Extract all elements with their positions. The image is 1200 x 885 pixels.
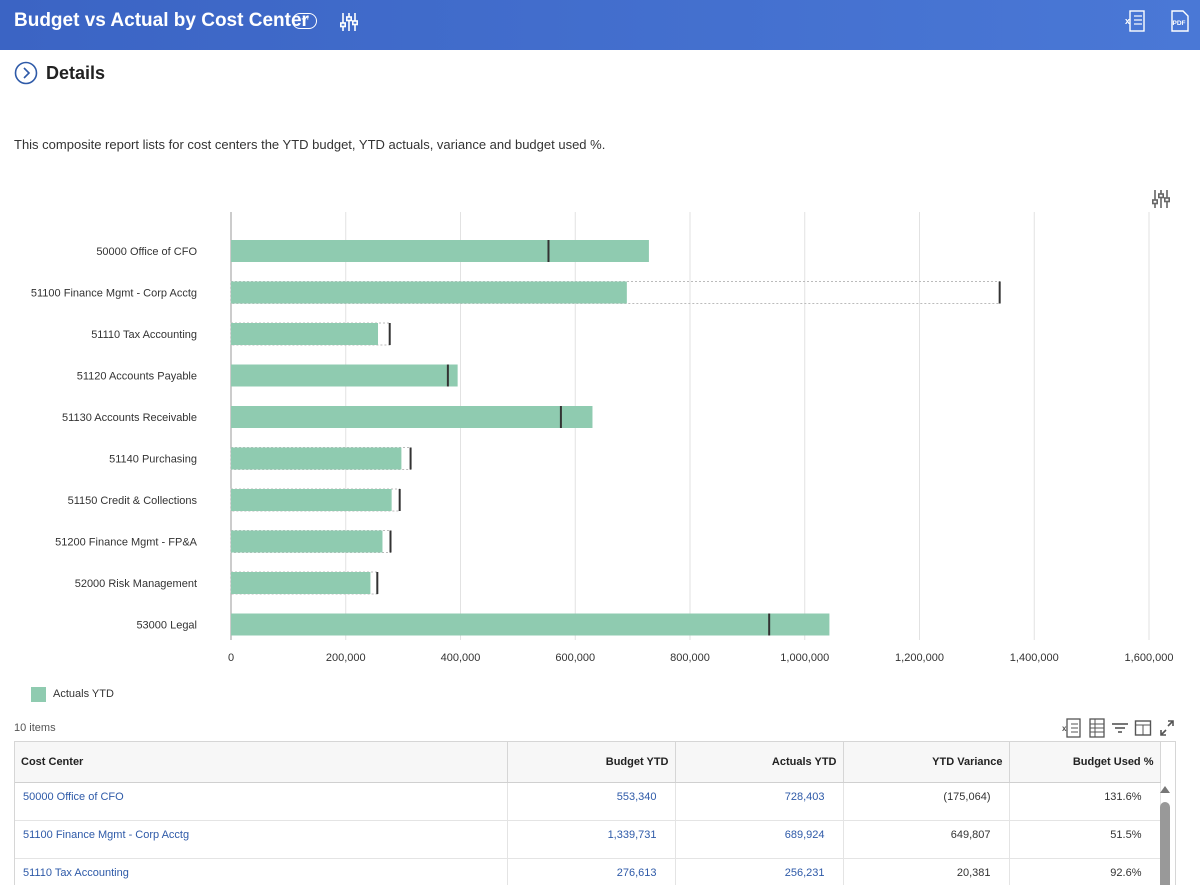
actuals-bar — [231, 447, 402, 470]
category-label: 51200 Finance Mgmt - FP&A — [55, 537, 198, 549]
budget-actual-chart: 0 200,000 400,000 600,000 800,000 1,000,000 1,… — [31, 212, 1174, 664]
column-layout-icon[interactable] — [1134, 718, 1152, 743]
legend-swatch-actuals — [31, 687, 46, 702]
page-title: Budget vs Actual by Cost Center — [14, 10, 309, 31]
category-label: 51150 Credit & Collections — [68, 495, 198, 507]
svg-text:x: x — [1062, 724, 1067, 733]
ytd-variance-cell: 649,807 — [843, 820, 1010, 859]
category-label: 51140 Purchasing — [109, 454, 197, 466]
legend-label-actuals: Actuals YTD — [53, 688, 114, 700]
cost-center-link[interactable]: 50000 Office of CFO — [15, 782, 508, 821]
table-scrollbar[interactable] — [1159, 786, 1171, 885]
more-actions-button[interactable]: ··· — [292, 13, 317, 29]
x-tick-label: 1,000,000 — [780, 652, 829, 664]
actuals-bar — [231, 489, 392, 511]
actuals-bar — [231, 323, 379, 345]
x-tick-label: 400,000 — [441, 652, 481, 664]
x-tick-label: 800,000 — [670, 652, 710, 664]
category-label: 51100 Finance Mgmt - Corp Acctg — [31, 288, 197, 300]
x-tick-label: 0 — [228, 652, 234, 664]
actuals-ytd-link[interactable]: 689,924 — [675, 820, 844, 859]
cost-center-link[interactable]: 51110 Tax Accounting — [15, 858, 508, 885]
column-header-budget-ytd[interactable]: Budget YTD — [507, 742, 676, 783]
column-header-budget-used[interactable]: Budget Used % — [1009, 742, 1161, 783]
column-header-cost-center[interactable]: Cost Center — [15, 742, 508, 783]
table-toolbar: x — [1062, 718, 1176, 738]
report-settings-icon[interactable] — [340, 12, 359, 37]
table-row: 51110 Tax Accounting 276,613 256,231 20,… — [15, 858, 1161, 885]
budget-ytd-link[interactable]: 276,613 — [507, 858, 676, 885]
category-label: 51120 Accounts Payable — [77, 371, 197, 383]
budget-ytd-link[interactable]: 1,339,731 — [507, 820, 676, 859]
x-tick-label: 600,000 — [555, 652, 595, 664]
budget-used-cell: 51.5% — [1009, 820, 1161, 859]
actuals-bar — [231, 240, 649, 262]
actuals-bar — [231, 572, 371, 594]
actuals-bar — [231, 406, 593, 428]
budget-used-cell: 92.6% — [1009, 858, 1161, 885]
svg-text:PDF: PDF — [1173, 20, 1186, 27]
chevron-right-icon[interactable] — [14, 61, 38, 90]
budget-ytd-link[interactable]: 553,340 — [507, 782, 676, 821]
header-bar: Budget vs Actual by Cost Center ··· x PD… — [0, 0, 1200, 50]
view-worksheet-icon[interactable] — [1088, 718, 1106, 743]
category-label: 51130 Accounts Receivable — [62, 412, 197, 424]
actuals-bar — [231, 364, 458, 387]
actuals-bar — [231, 281, 627, 304]
category-label: 50000 Office of CFO — [96, 246, 197, 258]
table-row: 51100 Finance Mgmt - Corp Acctg 1,339,73… — [15, 820, 1161, 859]
report-description: This composite report lists for cost cen… — [14, 137, 606, 152]
items-count: 10 items — [14, 722, 56, 734]
filter-icon[interactable] — [1111, 718, 1129, 743]
expand-icon[interactable] — [1158, 718, 1176, 743]
chart-settings-icon[interactable] — [1152, 189, 1171, 214]
category-label: 53000 Legal — [136, 620, 197, 632]
cost-center-table: Cost Center Budget YTD Actuals YTD YTD V… — [14, 741, 1176, 885]
x-tick-label: 1,600,000 — [1125, 652, 1174, 664]
x-tick-label: 200,000 — [326, 652, 366, 664]
table-header-row: Cost Center Budget YTD Actuals YTD YTD V… — [15, 742, 1161, 783]
column-header-ytd-variance[interactable]: YTD Variance — [843, 742, 1010, 783]
budget-used-cell: 131.6% — [1009, 782, 1161, 821]
actuals-ytd-link[interactable]: 728,403 — [675, 782, 844, 821]
actuals-ytd-link[interactable]: 256,231 — [675, 858, 844, 885]
export-excel-icon[interactable]: x — [1062, 718, 1082, 743]
cost-center-link[interactable]: 51100 Finance Mgmt - Corp Acctg — [15, 820, 508, 859]
category-label: 52000 Risk Management — [75, 578, 197, 590]
details-label: Details — [46, 63, 106, 83]
svg-text:x: x — [1125, 16, 1130, 26]
x-tick-label: 1,400,000 — [1010, 652, 1059, 664]
scroll-up-icon[interactable] — [1160, 786, 1170, 793]
ytd-variance-cell: (175,064) — [843, 782, 1010, 821]
actuals-bar — [231, 613, 830, 636]
scroll-thumb[interactable] — [1160, 802, 1170, 885]
ytd-variance-cell: 20,381 — [843, 858, 1010, 885]
table-row: 50000 Office of CFO 553,340 728,403 (175… — [15, 782, 1161, 821]
export-pdf-icon[interactable]: PDF — [1170, 10, 1190, 37]
column-header-actuals-ytd[interactable]: Actuals YTD — [675, 742, 844, 783]
export-excel-icon[interactable]: x — [1125, 10, 1145, 37]
actuals-bar — [231, 530, 383, 553]
x-tick-label: 1,200,000 — [895, 652, 944, 664]
category-label: 51110 Tax Accounting — [91, 329, 197, 341]
